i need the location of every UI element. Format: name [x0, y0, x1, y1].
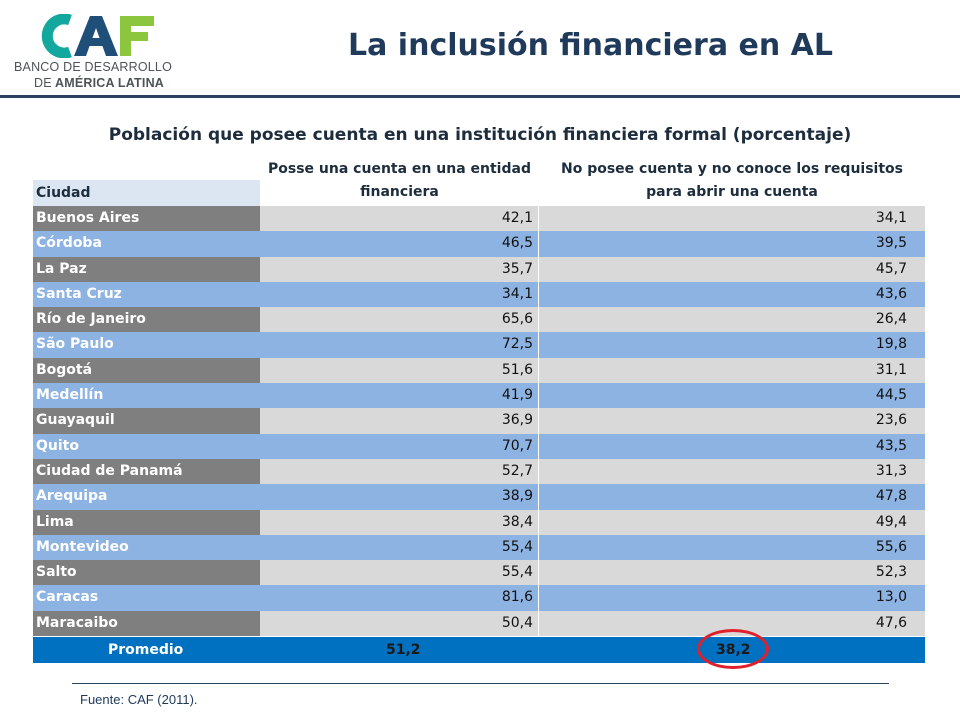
- no-account-cell: 31,3: [539, 458, 925, 485]
- city-cell: Salto: [33, 560, 260, 586]
- no-account-cell: 13,0: [539, 585, 925, 611]
- table-body: Buenos Aires 42,1 34,1 Córdoba 46,5 39,5 La Pa…: [33, 206, 925, 637]
- header-has-account: Posse una cuenta en una entidad financie…: [260, 158, 539, 204]
- header-divider: [0, 95, 960, 98]
- city-cell: Medellín: [33, 383, 260, 409]
- header-has-account-line2: financiera: [360, 184, 439, 200]
- has-account-cell: 38,9: [260, 484, 539, 510]
- table-row: Guayaquil 36,9 23,6: [33, 408, 925, 434]
- no-account-cell: 49,4: [539, 509, 925, 535]
- header-no-account-line1: No posee cuenta y no conoce los requisit…: [560, 161, 903, 177]
- table-row: Medellín 41,9 44,5: [33, 383, 925, 409]
- has-account-cell: 46,5: [260, 231, 539, 257]
- table-row: Maracaibo 50,4 47,6: [33, 610, 925, 637]
- header-no-account: No posee cuenta y no conoce los requisit…: [539, 158, 925, 204]
- city-cell: Arequipa: [33, 484, 260, 510]
- has-account-cell: 65,6: [260, 307, 539, 333]
- no-account-cell: 55,6: [539, 534, 925, 561]
- table-row: Salto 55,4 52,3: [33, 560, 925, 586]
- has-account-cell: 52,7: [260, 458, 539, 485]
- has-account-cell: 81,6: [260, 585, 539, 611]
- highlight-circle: [697, 629, 769, 670]
- table-row: Santa Cruz 34,1 43,6: [33, 281, 925, 308]
- city-cell: Bogotá: [33, 357, 260, 384]
- has-account-cell: 42,1: [260, 206, 539, 232]
- table-title: Población que posee cuenta en una instit…: [108, 125, 852, 145]
- has-account-cell: 36,9: [260, 408, 539, 434]
- city-cell: Guayaquil: [33, 408, 260, 434]
- logo-text-line2: DE AMÉRICA LATINA: [34, 76, 164, 90]
- inclusion-table: Ciudad Posse una cuenta en una entidad f…: [33, 156, 925, 670]
- has-account-cell: 34,1: [260, 281, 539, 308]
- city-cell: Buenos Aires: [33, 206, 260, 232]
- has-account-cell: 72,5: [260, 332, 539, 358]
- no-account-cell: 23,6: [539, 408, 925, 434]
- has-account-cell: 55,4: [260, 534, 539, 561]
- no-account-cell: 19,8: [539, 332, 925, 358]
- city-cell: Córdoba: [33, 231, 260, 257]
- city-cell: Maracaibo: [33, 610, 260, 637]
- has-account-cell: 55,4: [260, 560, 539, 586]
- no-account-cell: 39,5: [539, 231, 925, 257]
- logo-text-main: AMÉRICA LATINA: [54, 76, 165, 90]
- city-cell: Santa Cruz: [33, 281, 260, 308]
- table-row: Lima 38,4 49,4: [33, 509, 925, 535]
- has-account-cell: 38,4: [260, 509, 539, 535]
- table-row: Montevideo 55,4 55,6: [33, 534, 925, 561]
- has-account-cell: 35,7: [260, 256, 539, 282]
- table-row: Ciudad de Panamá 52,7 31,3: [33, 458, 925, 485]
- city-cell: La Paz: [33, 256, 260, 282]
- header-city: Ciudad: [33, 180, 260, 206]
- table-row: São Paulo 72,5 19,8: [33, 332, 925, 358]
- has-account-cell: 70,7: [260, 433, 539, 459]
- city-cell: Quito: [33, 433, 260, 459]
- city-cell: Ciudad de Panamá: [33, 458, 260, 485]
- has-account-cell: 50,4: [260, 610, 539, 637]
- city-cell: Río de Janeiro: [33, 307, 260, 333]
- no-account-cell: 47,8: [539, 484, 925, 510]
- table-row: Quito 70,7 43,5: [33, 433, 925, 459]
- table-row: Bogotá 51,6 31,1: [33, 357, 925, 384]
- city-cell: Caracas: [33, 585, 260, 611]
- no-account-cell: 34,1: [539, 206, 925, 232]
- table-row: Arequipa 38,9 47,8: [33, 484, 925, 510]
- city-cell: Lima: [33, 509, 260, 535]
- table-header: Ciudad Posse una cuenta en una entidad f…: [33, 156, 925, 206]
- table-row: Caracas 81,6 13,0: [33, 585, 925, 611]
- table-row: Córdoba 46,5 39,5: [33, 231, 925, 257]
- no-account-cell: 26,4: [539, 307, 925, 333]
- table-row: La Paz 35,7 45,7: [33, 256, 925, 282]
- source-note: Fuente: CAF (2011).: [80, 692, 198, 707]
- caf-logo-mark: [41, 14, 154, 58]
- has-account-cell: 51,6: [260, 357, 539, 384]
- footer-divider: [72, 683, 889, 684]
- no-account-cell: 44,5: [539, 383, 925, 409]
- page-title: La inclusión financiera en AL: [348, 28, 833, 63]
- no-account-cell: 43,6: [539, 281, 925, 308]
- table-row: Río de Janeiro 65,6 26,4: [33, 307, 925, 333]
- table-row: Buenos Aires 42,1 34,1: [33, 206, 925, 232]
- header-no-account-line2: para abrir una cuenta: [646, 184, 818, 200]
- has-account-cell: 41,9: [260, 383, 539, 409]
- no-account-cell: 52,3: [539, 560, 925, 586]
- city-cell: Montevideo: [33, 534, 260, 561]
- logo-text-line1: BANCO DE DESARROLLO: [14, 60, 173, 74]
- average-row: Promedio 51,2 38,2: [33, 629, 925, 670]
- header-has-account-line1: Posse una cuenta en una entidad: [268, 161, 531, 177]
- no-account-cell: 31,1: [539, 357, 925, 384]
- no-account-cell: 43,5: [539, 433, 925, 459]
- average-has-account: 51,2: [386, 642, 421, 659]
- average-label: Promedio: [108, 642, 184, 659]
- caf-logo: BANCO DE DESARROLLO DE AMÉRICA LATINA: [14, 12, 184, 92]
- city-cell: São Paulo: [33, 332, 260, 358]
- no-account-cell: 45,7: [539, 256, 925, 282]
- logo-text-prefix: DE: [34, 76, 52, 90]
